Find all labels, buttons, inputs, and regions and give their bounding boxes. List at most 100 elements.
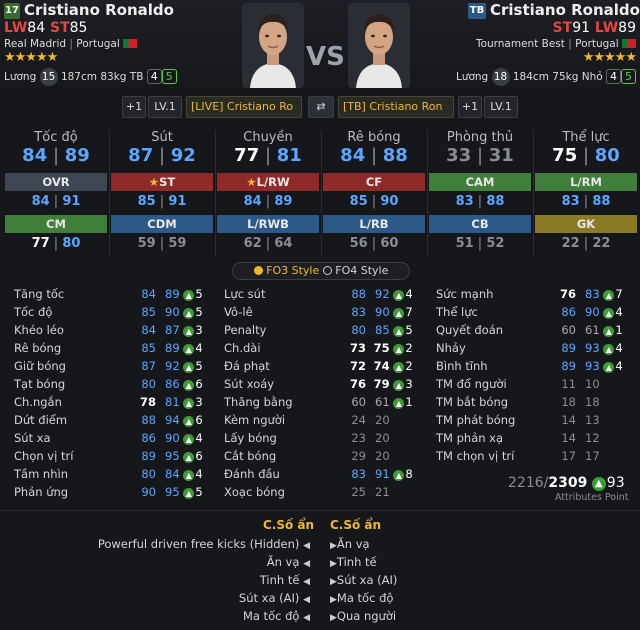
stat-label: TM phản xạ [436, 431, 504, 445]
hidden-trait-label: Ma tốc độ [242, 609, 300, 623]
summary-value-left: 87 [128, 145, 154, 166]
position-tag[interactable]: GK [535, 215, 637, 233]
triangle-right-icon: ▶ [330, 559, 337, 569]
triangle-left-icon: ◀ [303, 595, 310, 605]
level-left-button[interactable]: LV.1 [148, 96, 182, 118]
stat-row: Tăng tốc [14, 287, 210, 301]
stat-diff: 6 [195, 449, 203, 463]
arrow-up-icon: ▲ [183, 344, 195, 355]
position-tag[interactable]: OVR [5, 173, 107, 191]
level-right-button[interactable]: LV.1 [484, 96, 518, 118]
summary-label: Phòng thủ [446, 130, 514, 145]
summary-value-left: 75 [552, 145, 578, 166]
position-tag[interactable]: CF [323, 173, 425, 191]
stat-label: Quyết đoán [436, 323, 504, 337]
stat-value-left: 25 [351, 485, 366, 499]
compare-header [0, 0, 640, 90]
stat-value-right: 79 [373, 377, 390, 391]
stat-value-left: 89 [561, 359, 576, 373]
stat-row: Rê bóng [14, 341, 210, 355]
position-value-right: 89 [274, 194, 293, 209]
stat-value-left: 89 [141, 449, 156, 463]
stat-row: Dứt điểm [14, 413, 210, 427]
stat-row: Tầm nhìn [14, 467, 210, 481]
stat-value-right: 90 [375, 305, 390, 319]
stat-value-right: 85 [375, 323, 390, 337]
arrow-up-icon: ▲ [393, 290, 405, 301]
position-value-right: 80 [62, 236, 81, 251]
position-tag[interactable]: CB [429, 215, 531, 233]
stat-label: Giữ bóng [14, 359, 66, 373]
position-tag[interactable]: ★ST [111, 173, 213, 191]
stat-values: 14 12 [560, 431, 599, 445]
position-label: GK [576, 217, 596, 231]
hidden-trait-right: ▶Ăn vạ [330, 537, 530, 555]
stat-values: 83 91 ▲ 8 [350, 467, 413, 481]
weight-left: 83kg [100, 71, 127, 83]
swap-button[interactable]: ⇄ [308, 96, 334, 118]
stat-value-left: 76 [560, 287, 577, 301]
stat-row: Quyết đoán [436, 323, 630, 337]
stat-label: Phản ứng [14, 485, 69, 499]
upgrade-left-button[interactable]: +1 [122, 96, 146, 118]
position-label: ST [159, 175, 176, 189]
stat-value-right: 86 [165, 377, 180, 391]
player-select-left[interactable]: [LIVE] Cristiano Ro [186, 96, 302, 118]
position-tag[interactable]: L/RB [323, 215, 425, 233]
position-tag[interactable]: CAM [429, 173, 531, 191]
upgrade-right-button[interactable]: +1 [458, 96, 482, 118]
fo4-style-option[interactable]: FO4 Style [322, 264, 388, 277]
stat-label: Nhảy [436, 341, 466, 355]
stat-row: Tạt bóng [14, 377, 210, 391]
stat-value-left: 23 [351, 431, 366, 445]
stat-label: Lực sút [224, 287, 266, 301]
hidden-trait-label: Sút xa (AI) [336, 573, 398, 587]
hidden-traits-right: ▶Ăn vạ ▶Tinh tế ▶Sút xa (AI) ▶Ma tốc độ ▶Qua… [330, 537, 530, 627]
fo3-style-option[interactable]: FO3 Style [253, 264, 319, 277]
stat-row: Penalty [224, 323, 420, 337]
stat-values: 87 92 ▲ 5 [140, 359, 203, 373]
arrow-up-icon: ▲ [603, 326, 615, 337]
stat-label: Tăng tốc [14, 287, 65, 301]
position-tag[interactable]: L/RWB [217, 215, 319, 233]
positions-right: ST91 LW89 [553, 20, 636, 36]
weak-foot-right-right: 5 [621, 69, 636, 84]
stat-label: Xoạc bóng [224, 485, 285, 499]
position-tag[interactable]: CDM [111, 215, 213, 233]
stat-row: Vô-lê [224, 305, 420, 319]
position-value-left: 84 [243, 194, 262, 209]
position-tag[interactable]: ★L/RW [217, 173, 319, 191]
position-value-right: 52 [486, 236, 505, 251]
triangle-right-icon: ▶ [330, 577, 337, 587]
weak-foot-right-left: 5 [161, 69, 177, 84]
stat-diff: 1 [615, 323, 623, 337]
stat-label: Ch.ngắn [14, 395, 62, 409]
position-label: CDM [147, 217, 177, 231]
position-value-right: 22 [592, 236, 611, 251]
hidden-trait-label: Qua người [336, 609, 397, 623]
stat-value-left: 84 [141, 323, 156, 337]
position-value-right: 91 [168, 194, 187, 209]
position-tag[interactable]: CM [5, 215, 107, 233]
summary-value-right: 80 [594, 145, 620, 166]
height-right: 184cm [512, 71, 549, 83]
club-line-right: Tournament Best | Portugal [476, 38, 636, 50]
stat-values: 86 90 ▲ 4 [560, 305, 623, 319]
stat-row: Bình tĩnh [436, 359, 630, 373]
position-value-left: 77 [31, 236, 50, 251]
position-tag[interactable]: L/RM [535, 173, 637, 191]
summary-value-right: 89 [64, 145, 90, 166]
stat-value-left: 11 [561, 377, 576, 391]
stat-row: Sút xa [14, 431, 210, 445]
hidden-traits-title-left: C.Số ẩn [263, 518, 315, 532]
player-select-right[interactable]: [TB] Cristiano Ron [338, 96, 454, 118]
stat-value-right: 13 [585, 413, 600, 427]
triangle-right-icon: ▶ [330, 613, 337, 623]
stat-value-left: 80 [141, 377, 156, 391]
position-label: L/RWB [247, 217, 289, 231]
stats-panel: Tăng tốc 84 89 ▲ 5 Tốc độ 85 90 ▲ 5 Khéo l… [0, 287, 640, 507]
country-right: Portugal [575, 38, 619, 50]
summary-label: Sút [151, 130, 173, 145]
position-value-left: 83 [561, 194, 580, 209]
